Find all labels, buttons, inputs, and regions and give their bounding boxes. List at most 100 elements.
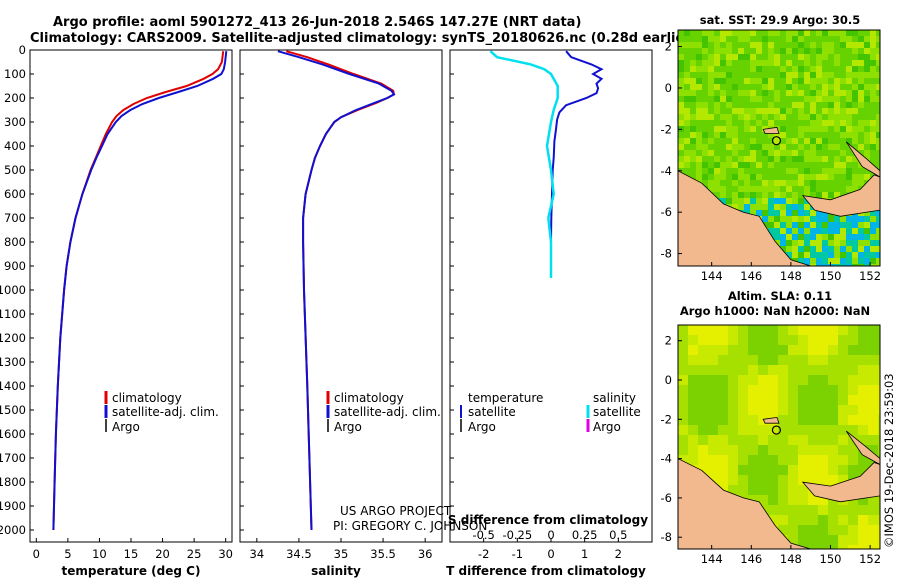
map-pixel — [786, 234, 793, 241]
map-pixel — [852, 246, 859, 253]
map-pixel — [708, 475, 719, 486]
map-pixel — [846, 108, 853, 115]
map-pixel — [732, 144, 739, 151]
map-pixel — [792, 144, 799, 151]
map-pixel — [798, 90, 805, 97]
map-pixel — [684, 48, 691, 55]
map-pixel — [708, 375, 719, 386]
map-pixel — [744, 84, 751, 91]
map-pixel — [684, 120, 691, 127]
map-pixel — [818, 515, 829, 526]
map-pixel — [738, 162, 745, 169]
map-pixel — [840, 234, 847, 241]
map-pixel — [858, 545, 869, 549]
map-pixel — [868, 495, 879, 506]
map-pixel — [768, 156, 775, 163]
map-pixel — [696, 48, 703, 55]
map-pixel — [876, 30, 880, 37]
sla-map-title-line1: Altim. SLA: 0.11 — [728, 289, 832, 303]
map-pixel — [750, 102, 757, 109]
map-pixel — [744, 138, 751, 145]
map-pixel — [780, 36, 787, 43]
map-pixel — [788, 445, 799, 456]
map-pixel — [810, 192, 817, 199]
map-pixel — [804, 42, 811, 49]
map-pixel — [810, 264, 817, 266]
map-pixel — [816, 96, 823, 103]
depth-tick-label: 1400 — [0, 379, 26, 393]
map-pixel — [696, 144, 703, 151]
series-line-salinity-satellite — [489, 50, 559, 278]
map-pixel — [878, 445, 880, 456]
map-pixel — [714, 54, 721, 61]
map-pixel — [840, 252, 847, 259]
map-pixel — [788, 345, 799, 356]
map-pixel — [810, 228, 817, 235]
map-pixel — [788, 335, 799, 346]
map-pixel — [762, 78, 769, 85]
map-pixel — [838, 535, 849, 546]
map-pixel — [838, 385, 849, 396]
map-pixel — [756, 162, 763, 169]
map-pixel — [868, 405, 879, 416]
map-pixel — [714, 162, 721, 169]
map-pixel — [728, 465, 739, 476]
map-pixel — [822, 144, 829, 151]
map-pixel — [708, 120, 715, 127]
map-pixel — [750, 186, 757, 193]
map-pixel — [876, 48, 880, 55]
temperature-legend: climatology satellite-adj. clim. Argo — [104, 391, 219, 434]
map-pixel — [852, 234, 859, 241]
map-y-tick-label: 0 — [665, 373, 672, 387]
map-pixel — [808, 415, 819, 426]
map-pixel — [774, 174, 781, 181]
map-pixel — [762, 192, 769, 199]
map-pixel — [840, 108, 847, 115]
map-pixel — [780, 234, 787, 241]
map-pixel — [786, 180, 793, 187]
map-pixel — [858, 72, 865, 79]
map-pixel — [876, 36, 880, 43]
map-pixel — [828, 475, 839, 486]
map-pixel — [876, 222, 880, 229]
map-pixel — [786, 162, 793, 169]
map-pixel — [828, 120, 835, 127]
map-pixel — [870, 264, 877, 266]
map-pixel — [798, 234, 805, 241]
map-pixel — [792, 180, 799, 187]
map-pixel — [788, 415, 799, 426]
map-pixel — [838, 405, 849, 416]
map-pixel — [870, 156, 877, 163]
map-pixel — [858, 66, 865, 73]
map-pixel — [864, 264, 871, 266]
map-pixel — [690, 60, 697, 67]
map-pixel — [702, 96, 709, 103]
map-pixel — [780, 78, 787, 85]
map-pixel — [748, 335, 759, 346]
map-pixel — [822, 96, 829, 103]
map-pixel — [726, 114, 733, 121]
map-pixel — [778, 455, 789, 466]
map-pixel — [774, 222, 781, 229]
map-pixel — [822, 132, 829, 139]
map-pixel — [778, 335, 789, 346]
map-pixel — [870, 30, 877, 37]
map-pixel — [728, 335, 739, 346]
map-pixel — [738, 455, 749, 466]
map-pixel — [678, 102, 685, 109]
map-pixel — [834, 144, 841, 151]
map-pixel — [868, 425, 879, 436]
map-pixel — [732, 156, 739, 163]
map-pixel — [696, 30, 703, 37]
map-pixel — [816, 192, 823, 199]
map-pixel — [756, 54, 763, 61]
map-pixel — [720, 114, 727, 121]
map-pixel — [828, 36, 835, 43]
map-pixel — [748, 325, 759, 336]
map-pixel — [702, 138, 709, 145]
map-pixel — [818, 505, 829, 516]
map-pixel — [768, 144, 775, 151]
map-pixel — [808, 395, 819, 406]
map-pixel — [714, 66, 721, 73]
map-pixel — [840, 48, 847, 55]
